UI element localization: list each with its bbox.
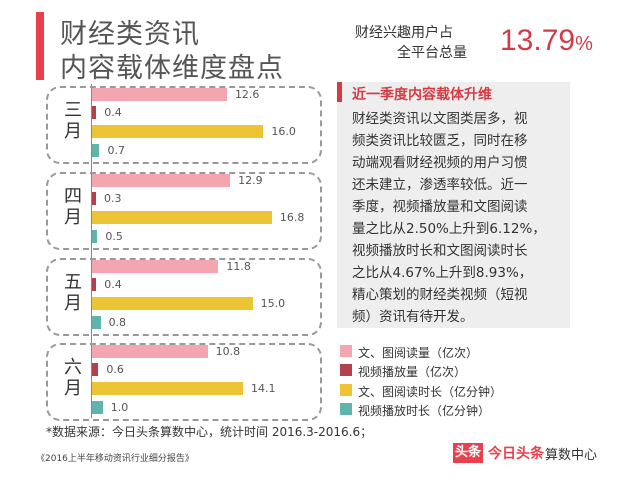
bar <box>92 125 264 138</box>
data-label: 1.0 <box>110 401 129 414</box>
data-label: 14.1 <box>251 382 276 395</box>
data-label: 16.0 <box>271 125 296 138</box>
legend-swatch <box>340 345 352 357</box>
bar <box>92 363 99 376</box>
data-label: 0.4 <box>104 278 122 291</box>
legend-label: 文、图阅读时长（亿分钟） <box>358 385 503 399</box>
category-label: 四月 <box>64 186 82 228</box>
brand-logo: 头条 <box>453 443 483 463</box>
category-label: 三月 <box>64 100 82 142</box>
month-group-box <box>46 172 322 250</box>
panel-line: 精心策划的财经类视频（短视 <box>352 287 528 303</box>
data-label: 0.8 <box>108 316 127 329</box>
data-source-footnote: *数据来源：今日头条算数中心，统计时间 2016.3-2016.6； <box>46 425 373 439</box>
panel-line: 之比从4.67%上升到8.93%， <box>352 265 533 281</box>
stat-value: 13.79% <box>500 24 593 58</box>
bar <box>92 297 253 310</box>
brand-name: 今日头条 <box>488 446 544 462</box>
category-label: 五月 <box>64 272 82 314</box>
panel-line: 量之比从2.50%上升到6.12%， <box>352 221 546 237</box>
legend-label: 文、图阅读量（亿次） <box>358 346 479 360</box>
panel-line: 频）资讯有待开发。 <box>352 309 474 325</box>
data-label: 16.8 <box>279 211 305 224</box>
bar <box>92 316 101 329</box>
panel-title: 近一季度内容载体升维 <box>352 87 492 103</box>
bar <box>92 401 103 414</box>
data-label: 0.3 <box>104 192 122 205</box>
data-label: 0.7 <box>107 144 125 157</box>
panel-line: 还未建立，渗透率较低。近一 <box>352 177 528 193</box>
legend-swatch <box>340 403 352 415</box>
title-accent-bar <box>36 12 44 80</box>
bar <box>92 106 97 119</box>
page-title-line1: 财经类资讯 <box>60 19 200 50</box>
panel-accent-bar <box>337 82 342 102</box>
panel-body: 财经类资讯以文图类居多，视 频类资讯比较匮乏，同时在移 动端观看财经视频的用户习… <box>352 108 562 328</box>
legend-label: 视频播放量（亿次） <box>358 365 467 379</box>
legend-swatch <box>340 364 352 376</box>
panel-line: 季度，视频播放量和文图阅读 <box>352 199 528 215</box>
chart-axis-line <box>91 84 92 418</box>
bar <box>92 230 98 243</box>
insight-panel <box>337 82 570 328</box>
panel-line: 动端观看财经视频的用户习惯 <box>352 155 528 171</box>
data-label: 15.0 <box>260 297 286 310</box>
data-label: 0.6 <box>106 363 124 376</box>
data-label: 11.8 <box>226 260 251 273</box>
stat-label-line1: 财经兴趣用户占 <box>355 25 453 41</box>
bar <box>92 192 96 205</box>
panel-line: 视频播放时长和文图阅读时长 <box>352 243 528 259</box>
data-label: 0.4 <box>104 106 122 119</box>
month-group-box <box>46 86 322 164</box>
panel-line: 频类资讯比较匮乏，同时在移 <box>352 133 528 149</box>
bar <box>92 88 227 101</box>
stat-number: 13.79 <box>500 24 576 57</box>
category-label: 六月 <box>64 357 82 399</box>
legend-swatch <box>340 384 352 396</box>
page-title-line2: 内容载体维度盘点 <box>60 53 284 84</box>
stat-unit: % <box>575 33 593 55</box>
legend-label: 视频播放时长（亿分钟） <box>358 404 491 418</box>
brand-subtitle: 算数中心 <box>545 448 598 463</box>
bar <box>92 144 100 157</box>
bar <box>92 260 219 273</box>
data-label: 12.6 <box>234 88 260 101</box>
bar <box>92 382 243 395</box>
data-label: 12.9 <box>238 174 263 187</box>
bar <box>92 345 208 358</box>
bar <box>92 211 272 224</box>
data-label: 10.8 <box>215 345 241 358</box>
month-group-box <box>46 258 322 336</box>
month-group-box <box>46 343 322 421</box>
panel-line: 财经类资讯以文图类居多，视 <box>352 111 528 127</box>
bar <box>92 174 231 187</box>
bar <box>92 278 97 291</box>
data-label: 0.5 <box>105 230 123 243</box>
report-title-note: 《2016上半年移动资讯行业细分报告》 <box>36 454 194 464</box>
stat-label-line2: 全平台总量 <box>397 45 467 61</box>
